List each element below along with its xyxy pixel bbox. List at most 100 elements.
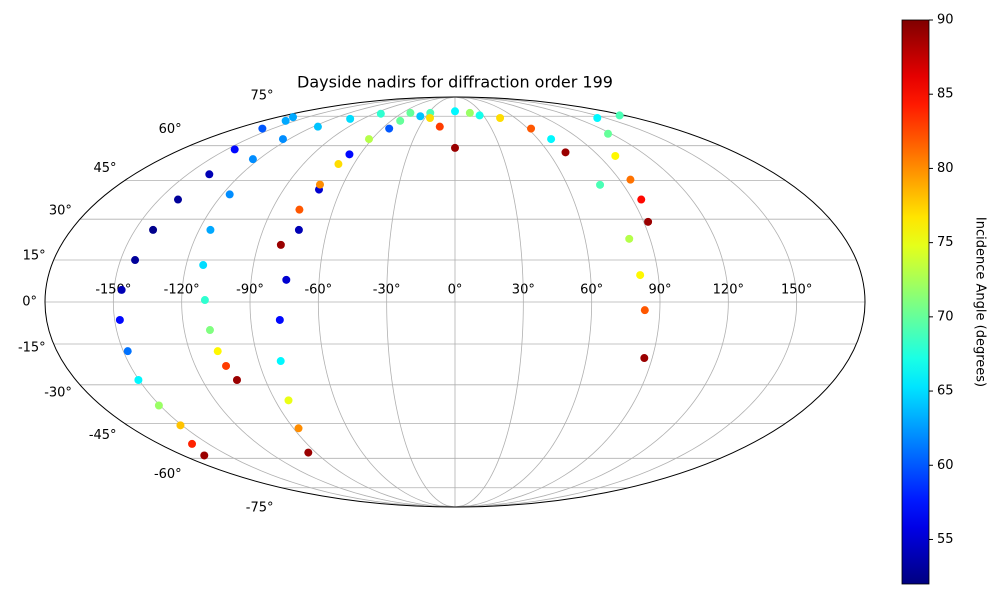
grid-line [454, 96, 524, 508]
map-boundary [44, 96, 866, 508]
data-point [345, 150, 354, 159]
data-point [281, 116, 290, 125]
colorbar-tick-label: 65 [937, 384, 954, 399]
data-point [213, 347, 222, 356]
data-point [313, 122, 322, 131]
x-tick-label: 90° [648, 283, 671, 298]
data-point [304, 448, 313, 457]
grid-line [249, 96, 456, 508]
data-point [225, 190, 234, 199]
x-tick-label: -30° [373, 283, 401, 298]
data-point [425, 113, 434, 122]
data-point [230, 145, 239, 154]
y-tick-label: 30° [49, 204, 72, 219]
data-point [248, 155, 257, 164]
data-point [364, 135, 373, 144]
data-point [496, 113, 505, 122]
data-point [289, 113, 298, 122]
data-point [385, 124, 394, 133]
y-tick-label: -45° [89, 428, 117, 443]
data-point [294, 424, 303, 433]
data-point [416, 112, 425, 121]
data-point [596, 180, 605, 189]
data-point [451, 107, 459, 116]
x-tick-label: 60° [580, 283, 603, 298]
x-tick-label: -120° [164, 283, 200, 298]
data-point [593, 113, 602, 122]
data-point [547, 135, 556, 144]
data-point [625, 234, 634, 243]
colorbar-tick-label: 60 [937, 458, 954, 473]
grid-line [386, 96, 456, 508]
grid-line [454, 96, 798, 508]
data-point [294, 225, 303, 234]
y-tick-label: 0° [22, 295, 37, 310]
data-point [275, 315, 284, 324]
data-point [276, 240, 285, 249]
data-point [406, 108, 415, 117]
data-point [206, 225, 215, 234]
data-point [115, 315, 124, 324]
colorbar-tick-label: 70 [937, 309, 954, 324]
colorbar-tick-label: 75 [937, 235, 954, 250]
data-point [376, 109, 385, 118]
y-tick-label: 45° [94, 161, 117, 176]
data-point [232, 376, 241, 385]
colorbar-label: Incidence Angle (degrees) [973, 217, 988, 387]
grid-line [454, 96, 593, 508]
grid-line [317, 96, 456, 508]
chart-title: Dayside nadirs for diffraction order 199 [297, 73, 613, 92]
data-point [176, 421, 185, 430]
data-point [346, 114, 355, 123]
data-point [282, 275, 291, 284]
data-point [640, 354, 649, 363]
data-point [334, 160, 343, 169]
x-tick-label: 30° [512, 283, 535, 298]
data-point [561, 148, 570, 157]
colorbar-tick-label: 90 [937, 13, 954, 28]
x-tick-label: 150° [781, 283, 812, 298]
y-tick-label: -15° [18, 341, 46, 356]
data-point [611, 151, 620, 160]
grid-line [181, 96, 456, 508]
colorbar-tick-label: 55 [937, 532, 954, 547]
x-tick-label: 0° [448, 283, 463, 298]
data-point [315, 180, 324, 189]
data-point [222, 361, 231, 370]
data-point [200, 451, 209, 460]
data-point [149, 225, 158, 234]
y-tick-label: 15° [23, 248, 46, 263]
data-point [475, 111, 484, 120]
data-point [174, 195, 183, 204]
data-point [626, 175, 635, 184]
x-tick-label: -150° [95, 283, 131, 298]
data-point [615, 111, 624, 120]
x-tick-label: -90° [236, 283, 264, 298]
x-tick-label: 120° [713, 283, 744, 298]
data-point [465, 108, 474, 117]
colorbar-tick-label: 85 [937, 87, 954, 102]
data-point [644, 217, 653, 226]
grid-line [454, 96, 661, 508]
data-point [188, 439, 197, 448]
colorbar-tick-label: 80 [937, 161, 954, 176]
colorbar [901, 19, 930, 585]
data-point [154, 401, 163, 410]
y-tick-label: 75° [250, 89, 273, 104]
data-point [284, 396, 293, 405]
data-point [637, 195, 646, 204]
data-point [636, 271, 645, 280]
grid-line [454, 96, 729, 508]
data-point [276, 357, 285, 366]
data-point [123, 347, 132, 356]
data-point [527, 124, 536, 133]
data-point [258, 124, 267, 133]
y-tick-label: -75° [246, 500, 274, 515]
data-point [396, 116, 405, 125]
data-point [205, 326, 214, 335]
data-point [117, 285, 126, 294]
data-point [604, 129, 613, 138]
data-point [451, 143, 459, 152]
x-tick-label: -60° [304, 283, 332, 298]
